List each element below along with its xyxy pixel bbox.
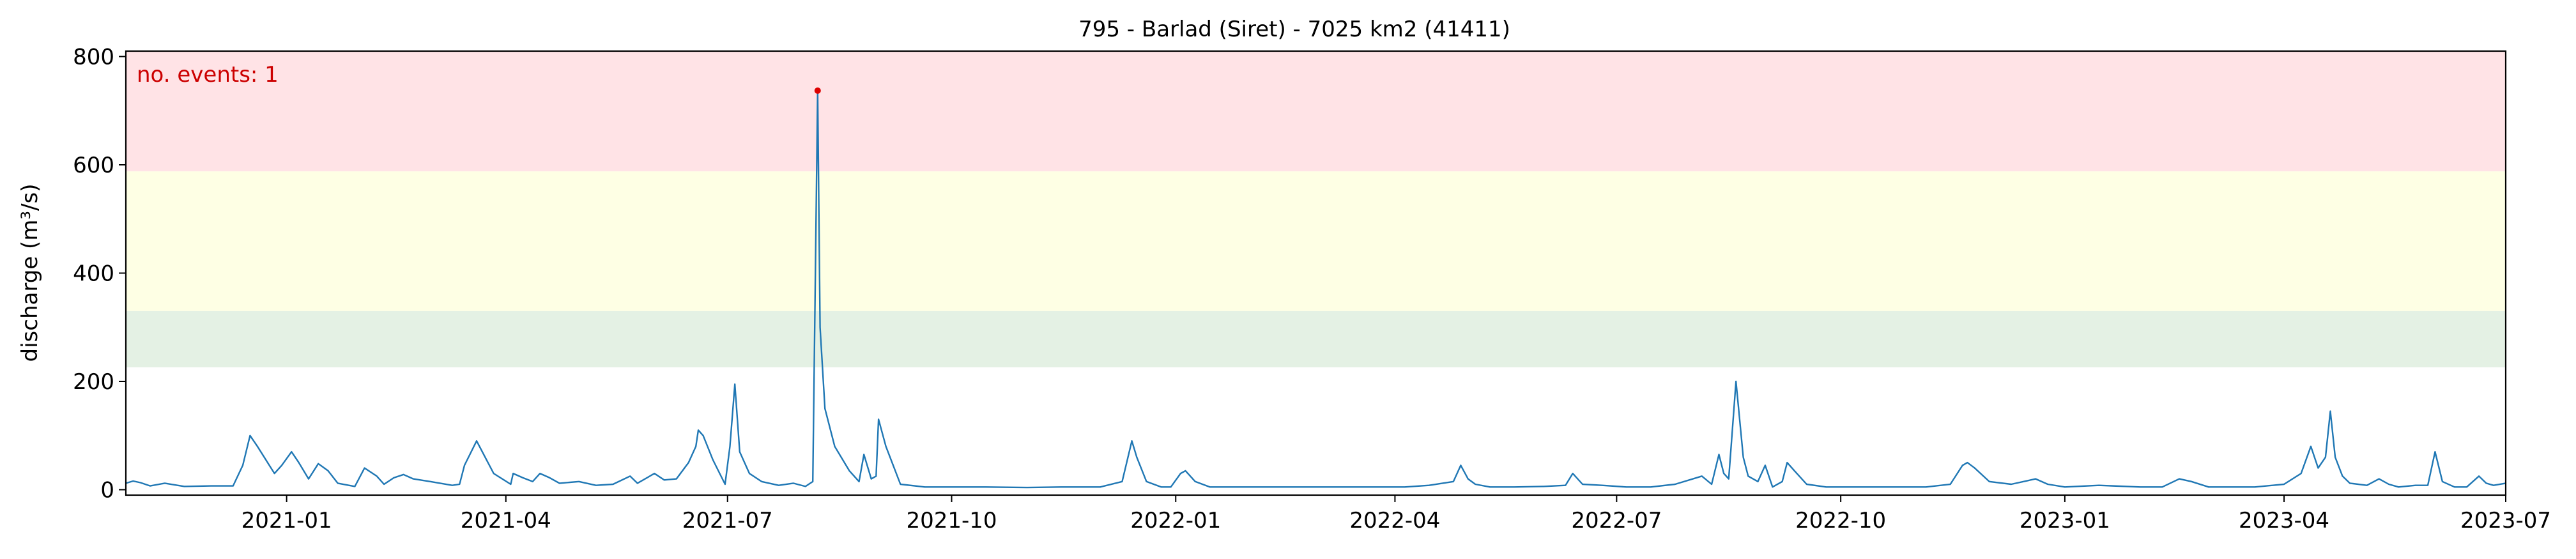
y-tick-label: 400 [73,261,114,287]
x-tick-label: 2021-01 [241,508,332,533]
events-count-annotation: no. events: 1 [137,62,279,88]
series-layer [125,89,2506,489]
x-tick-label: 2022-01 [1130,508,1221,533]
threshold-bands [126,51,2506,367]
x-tick-label: 2022-07 [1571,508,1662,533]
threshold-band-2 [126,171,2506,311]
x-tick-label: 2021-04 [461,508,551,533]
y-tick-label: 600 [73,153,114,178]
x-tick-label: 2021-10 [906,508,997,533]
x-tick-label: 2023-01 [2020,508,2110,533]
y-axis-label: discharge (m³/s) [17,184,43,362]
x-tick-label: 2021-07 [682,508,773,533]
y-tick-label: 800 [73,44,114,70]
threshold-band-1 [126,310,2506,367]
y-axis-ticks: 0 200 400 600 800 [73,44,126,503]
x-tick-label: 2023-07 [2460,508,2551,533]
events-layer [814,87,821,94]
x-tick-label: 2022-10 [1795,508,1886,533]
x-tick-label: 2023-04 [2239,508,2329,533]
x-tick-label: 2022-04 [1349,508,1440,533]
threshold-band-3 [126,51,2506,172]
y-tick-label: 200 [73,369,114,395]
event-marker [814,87,821,94]
discharge-series-line [125,89,2506,489]
y-tick-label: 0 [100,478,114,503]
chart-title: 795 - Barlad (Siret) - 7025 km2 (41411) [1078,17,1510,42]
x-axis-ticks: 2021-01 2021-04 2021-07 2021-10 2022-01 2022-… [241,495,2551,533]
